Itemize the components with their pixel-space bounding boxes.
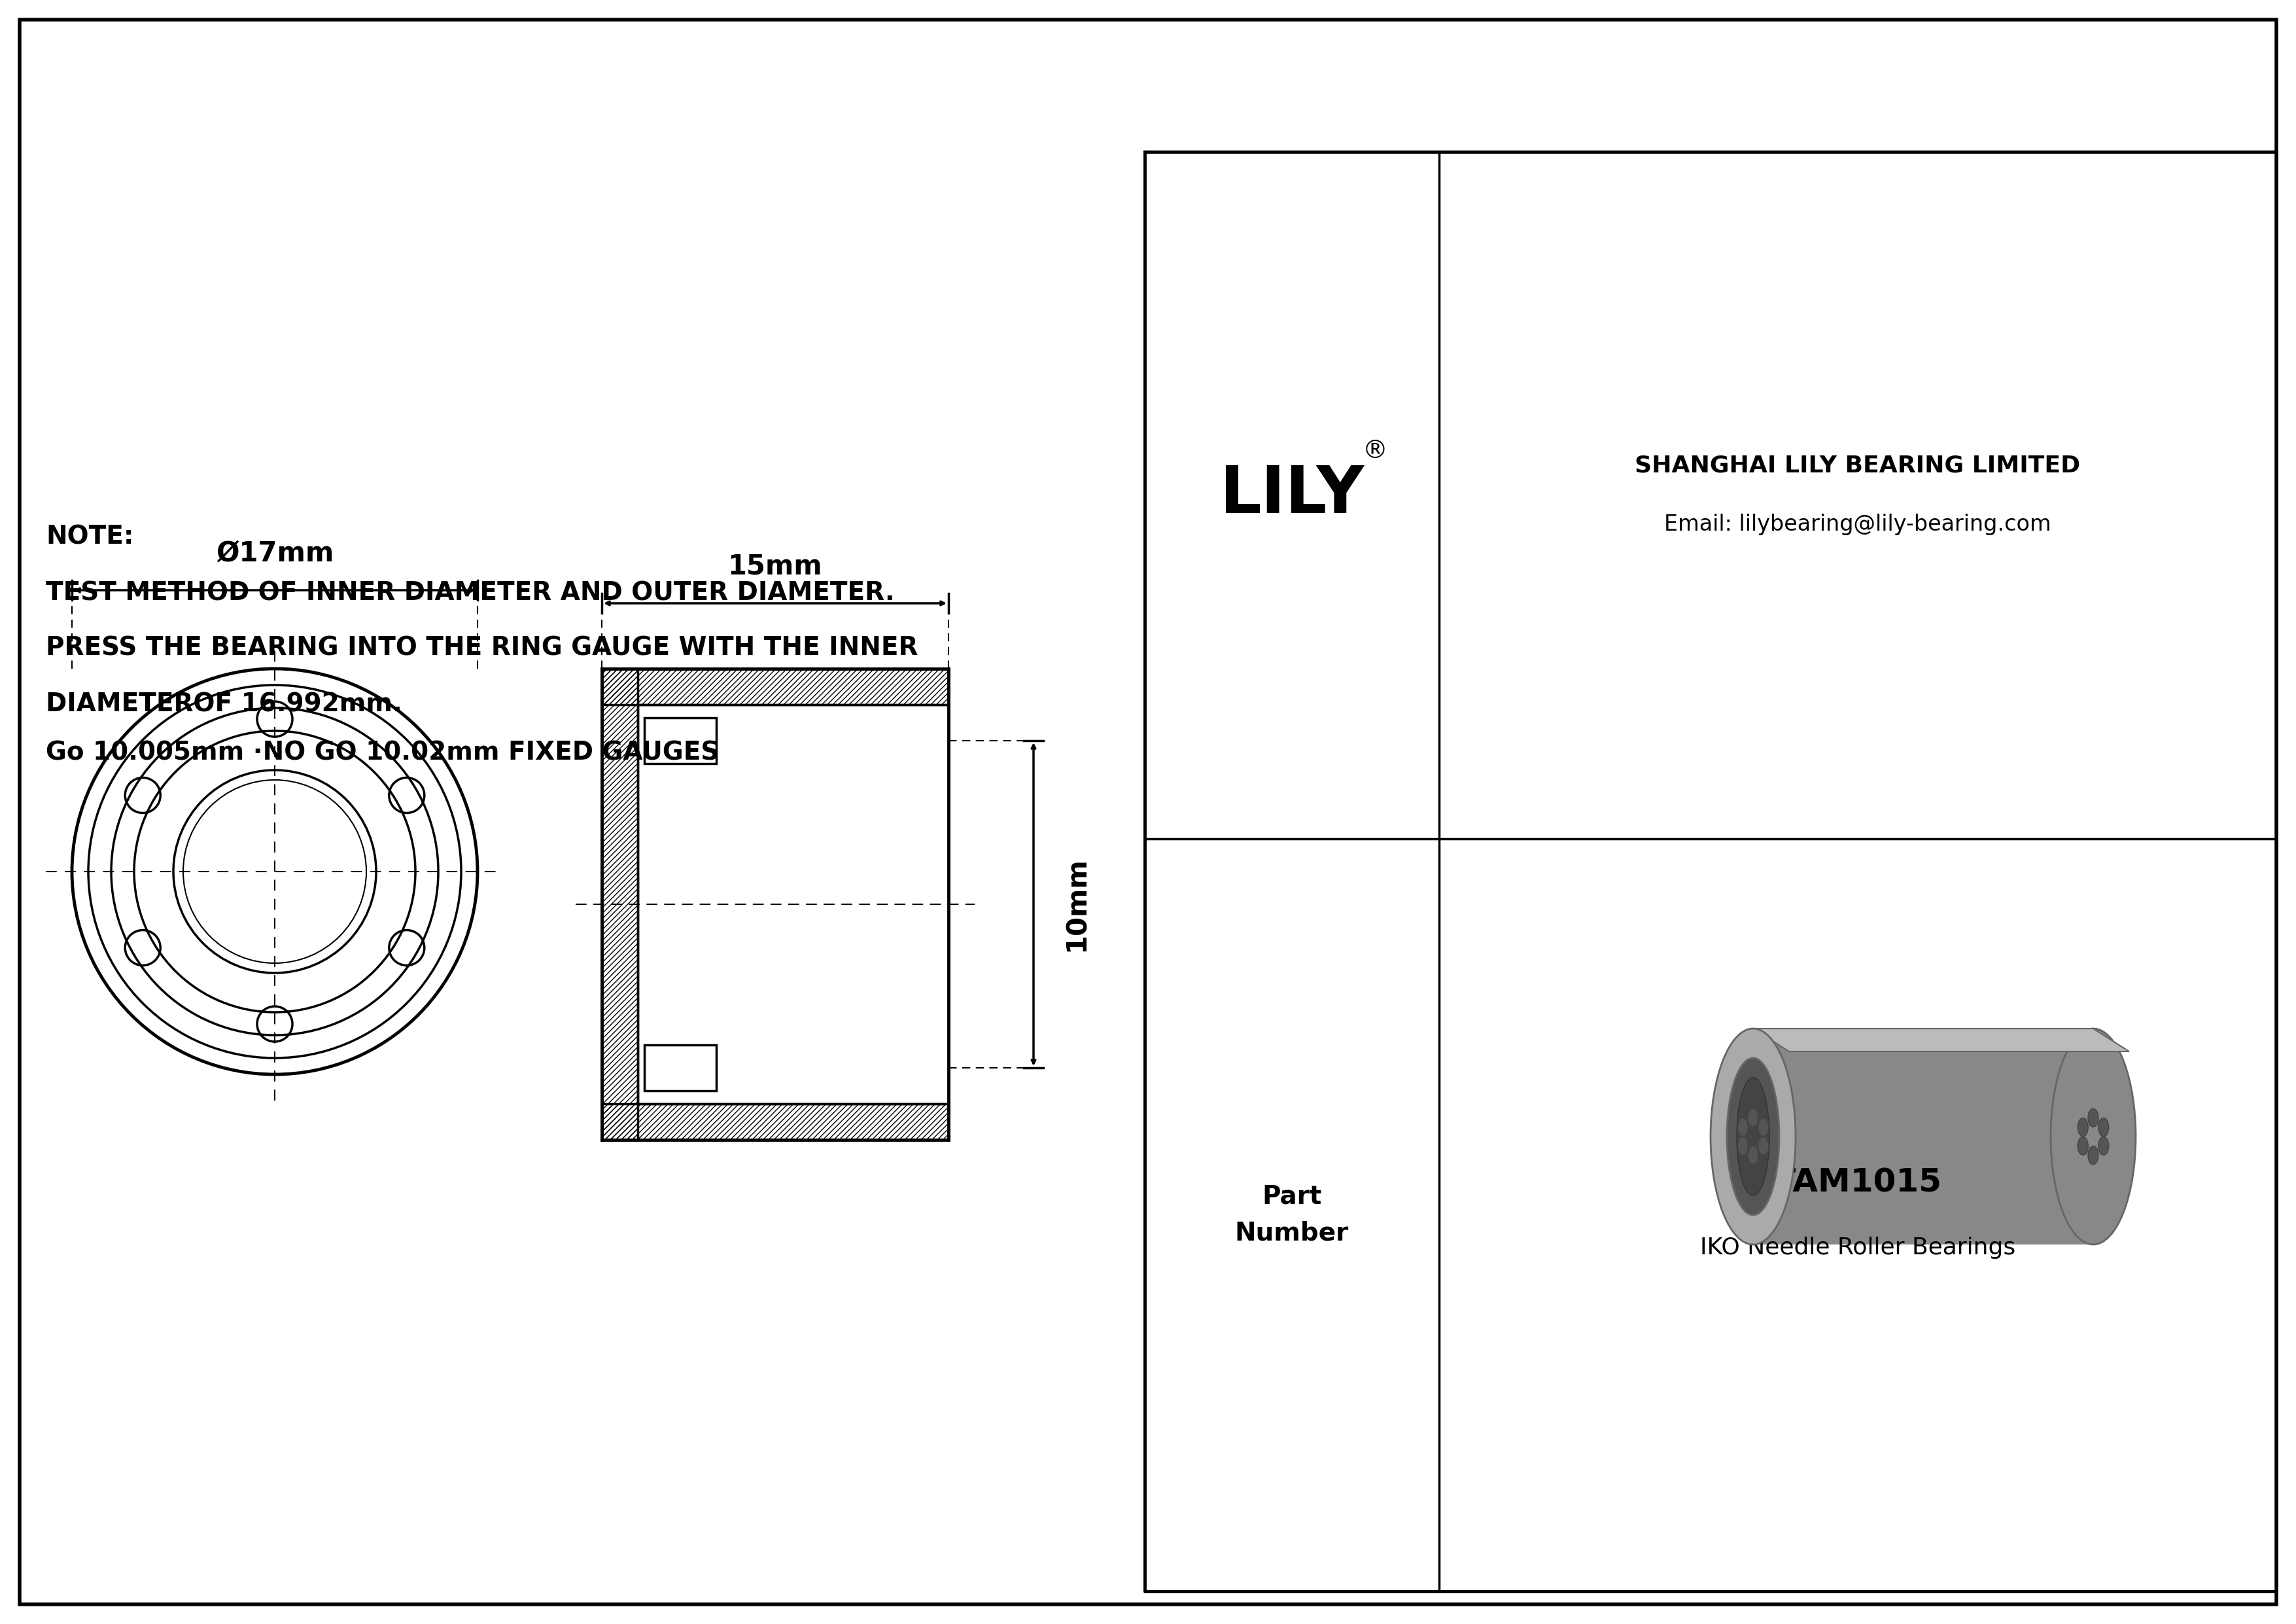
Text: NOTE:: NOTE: <box>46 525 133 549</box>
Ellipse shape <box>2078 1137 2087 1155</box>
Ellipse shape <box>1759 1117 1768 1137</box>
Ellipse shape <box>1711 1028 1795 1244</box>
Ellipse shape <box>2099 1117 2108 1137</box>
Text: Part
Number: Part Number <box>1235 1184 1348 1246</box>
Ellipse shape <box>1738 1117 1747 1137</box>
Bar <box>602 669 948 705</box>
Bar <box>1754 1028 2094 1244</box>
Bar <box>645 1044 716 1091</box>
Ellipse shape <box>1759 1137 1768 1155</box>
Ellipse shape <box>1727 1057 1779 1215</box>
Text: DIAMETEROF 16.992mm.: DIAMETEROF 16.992mm. <box>46 692 402 716</box>
Ellipse shape <box>1738 1137 1747 1155</box>
Text: Email: lilybearing@lily-bearing.com: Email: lilybearing@lily-bearing.com <box>1665 513 2050 536</box>
Bar <box>602 1104 948 1140</box>
Text: SHANGHAI LILY BEARING LIMITED: SHANGHAI LILY BEARING LIMITED <box>1635 455 2080 477</box>
Polygon shape <box>1754 1028 2128 1051</box>
Text: ®: ® <box>1362 438 1389 463</box>
Text: PRESS THE BEARING INTO THE RING GAUGE WITH THE INNER: PRESS THE BEARING INTO THE RING GAUGE WI… <box>46 637 918 661</box>
Text: IKO Needle Roller Bearings: IKO Needle Roller Bearings <box>1699 1236 2016 1259</box>
Bar <box>602 669 638 1140</box>
Ellipse shape <box>2078 1117 2087 1137</box>
Text: LILY: LILY <box>1219 463 1364 528</box>
Text: Go 10.005mm ·NO GO 10.02mm FIXED GAUGES: Go 10.005mm ·NO GO 10.02mm FIXED GAUGES <box>46 741 719 765</box>
Text: TAM1015: TAM1015 <box>1773 1166 1942 1199</box>
Ellipse shape <box>2099 1137 2108 1155</box>
Ellipse shape <box>1747 1109 1759 1127</box>
Ellipse shape <box>1747 1147 1759 1164</box>
Text: Ø17mm: Ø17mm <box>216 539 333 567</box>
Ellipse shape <box>1736 1078 1770 1195</box>
Bar <box>645 718 716 763</box>
Text: 15mm: 15mm <box>728 552 822 580</box>
Ellipse shape <box>2050 1028 2135 1244</box>
Ellipse shape <box>2087 1147 2099 1164</box>
Text: 10mm: 10mm <box>1063 857 1091 952</box>
Ellipse shape <box>2087 1109 2099 1127</box>
Text: TEST METHOD OF INNER DIAMETER AND OUTER DIAMETER.: TEST METHOD OF INNER DIAMETER AND OUTER … <box>46 580 895 606</box>
